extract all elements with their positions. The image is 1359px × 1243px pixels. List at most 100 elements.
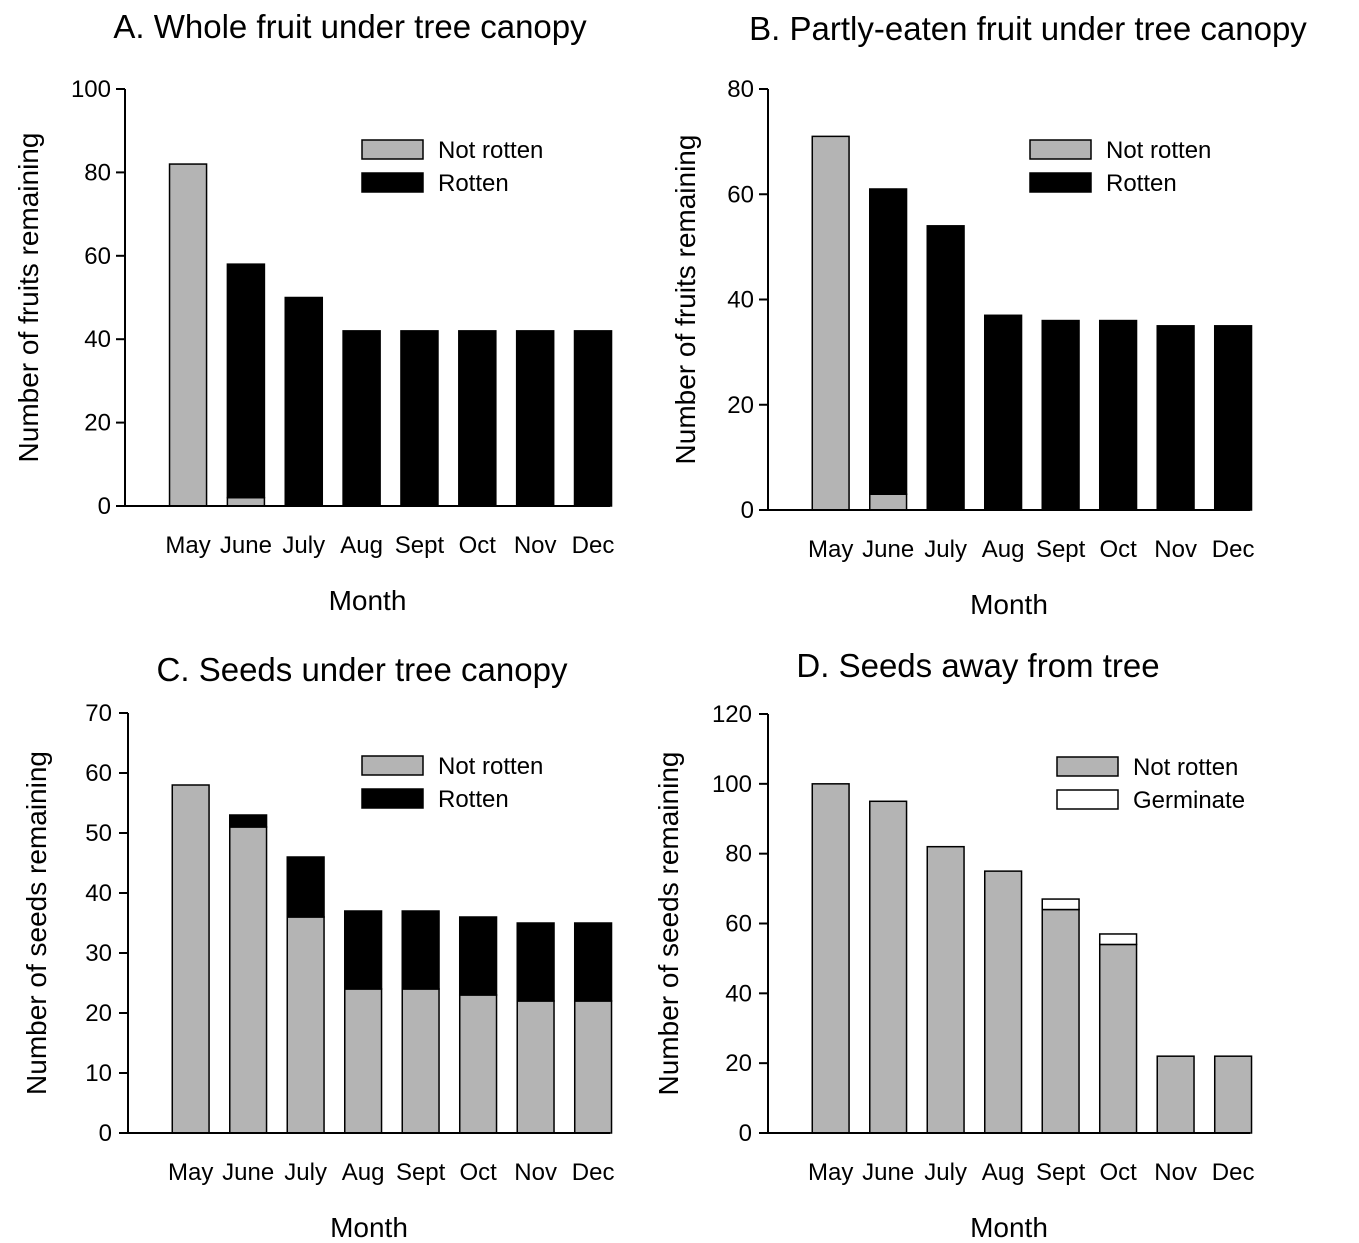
- panel-d-y-tick-label: 60: [725, 911, 752, 938]
- panel-c-bar-oct-not-rotten: [458, 994, 498, 1134]
- legend-label-not-rotten: Not rotten: [1106, 137, 1211, 164]
- panel-d-y-axis-label: Number of seeds remaining: [653, 752, 684, 1096]
- legend-swatch-not-rotten: [1029, 139, 1092, 160]
- panel-c-y-tick-label: 10: [85, 1060, 112, 1087]
- panel-a: A. Whole fruit under tree canopy Number o…: [13, 8, 614, 616]
- panel-d-x-tick-label: Dec: [1212, 1159, 1255, 1186]
- panel-a-y-tick-label: 0: [98, 493, 111, 520]
- panel-b-bar-sept-rotten: [1041, 319, 1080, 511]
- panel-b-bar-oct-rotten: [1098, 319, 1138, 511]
- panel-d-bar-june-not-rotten: [869, 800, 908, 1134]
- panel-a-x-tick-label: Aug: [340, 532, 383, 559]
- legend-label-not-rotten: Not rotten: [1133, 754, 1238, 781]
- panel-d-y-tick-label: 40: [725, 980, 752, 1007]
- panel-c-x-tick-label: May: [168, 1159, 213, 1186]
- panel-c: C. Seeds under tree canopy Number of seed…: [21, 651, 614, 1243]
- legend-label-not-rotten: Not rotten: [438, 753, 543, 780]
- panel-d-legend: Not rotten Germinate: [1056, 754, 1245, 814]
- panel-a-legend: Not rotten Rotten: [361, 137, 543, 197]
- panel-c-bar-june-rotten: [229, 814, 268, 828]
- panel-b-bar-june-not-rotten: [869, 493, 908, 511]
- panel-d-bar-oct-germinate: [1098, 933, 1138, 946]
- panel-b-title: B. Partly-eaten fruit under tree canopy: [749, 10, 1307, 47]
- panel-a-bar-june-rotten: [226, 263, 266, 499]
- panel-c-legend: Not rotten Rotten: [361, 753, 543, 813]
- panel-b-x-tick-label: Dec: [1212, 536, 1255, 563]
- legend-swatch-germinate: [1056, 789, 1119, 810]
- panel-c-y-tick-label: 30: [85, 940, 112, 967]
- panel-a-title: A. Whole fruit under tree canopy: [113, 8, 587, 45]
- panel-d-y-tick-label: 20: [725, 1050, 752, 1077]
- panel-b-x-tick-label: June: [862, 536, 914, 563]
- panel-b-x-tick-label: Sept: [1036, 536, 1086, 563]
- panel-c-y-tick-label: 60: [85, 760, 112, 787]
- panel-c-bar-july-not-rotten: [286, 916, 325, 1134]
- panel-b-x-tick-label: July: [924, 536, 967, 563]
- legend-label-rotten: Rotten: [438, 786, 509, 813]
- panel-d-bar-dec-not-rotten: [1213, 1055, 1253, 1134]
- panel-c-bar-may-not-rotten: [171, 784, 210, 1134]
- panel-b-bar-nov-rotten: [1156, 325, 1195, 511]
- panel-b-x-tick-label: Nov: [1154, 536, 1197, 563]
- panel-c-y-tick-label: 50: [85, 820, 112, 847]
- panel-c-y-tick-label: 0: [99, 1120, 112, 1147]
- panel-b-y-axis-label: Number of fruits remaining: [670, 135, 701, 465]
- panel-d-x-axis-label: Month: [970, 1212, 1048, 1243]
- panel-a-y-axis-label: Number of fruits remaining: [13, 133, 44, 463]
- panel-a-y-tick-label: 100: [71, 76, 111, 103]
- panel-c-x-tick-label: July: [284, 1159, 327, 1186]
- panel-c-bar-nov-rotten: [516, 922, 555, 1002]
- panel-c-y-axis-label: Number of seeds remaining: [21, 751, 52, 1095]
- legend-swatch-not-rotten: [1056, 756, 1119, 777]
- panel-d-x-tick-label: June: [862, 1159, 914, 1186]
- panel-a-y-tick-label: 20: [84, 410, 111, 437]
- panel-c-x-tick-label: Sept: [396, 1159, 446, 1186]
- panel-a-bar-nov-rotten: [515, 330, 555, 507]
- panel-c-bar-june-not-rotten: [229, 826, 268, 1134]
- panel-d-bar-sept-germinate: [1041, 898, 1080, 911]
- panel-c-bar-dec-not-rotten: [573, 1000, 613, 1134]
- panel-c-bar-july-rotten: [286, 856, 325, 918]
- panel-d-x-tick-label: Sept: [1036, 1159, 1086, 1186]
- panel-b-bar-aug-rotten: [983, 314, 1023, 511]
- panel-c-bar-aug-rotten: [343, 910, 383, 990]
- panel-d-bar-nov-not-rotten: [1156, 1055, 1195, 1134]
- panel-b-x-tick-label: Aug: [982, 536, 1025, 563]
- panel-c-y-tick-label: 40: [85, 880, 112, 907]
- panel-c-bar-sept-rotten: [401, 910, 440, 990]
- panel-a-bar-july-rotten: [284, 296, 324, 507]
- panel-b-y-tick-label: 60: [727, 181, 754, 208]
- panel-d-y-tick-label: 0: [739, 1120, 752, 1147]
- panel-a-x-axis-label: Month: [329, 585, 407, 616]
- panel-b-y-tick-label: 80: [727, 76, 754, 103]
- panel-d-y-tick-label: 100: [712, 771, 752, 798]
- panel-d-bar-july-not-rotten: [926, 845, 965, 1134]
- legend-label-germinate: Germinate: [1133, 787, 1245, 814]
- panel-c-title: C. Seeds under tree canopy: [157, 651, 568, 688]
- legend-swatch-rotten: [1029, 172, 1092, 193]
- panel-a-bar-may-not-rotten: [168, 163, 208, 507]
- panel-a-bar-sept-rotten: [400, 330, 439, 507]
- panel-b-y-tick-label: 20: [727, 392, 754, 419]
- legend-label-rotten: Rotten: [1106, 170, 1177, 197]
- panel-d-x-tick-label: Aug: [982, 1159, 1025, 1186]
- panel-c-x-tick-label: June: [222, 1159, 274, 1186]
- panel-c-bar-dec-rotten: [573, 922, 613, 1002]
- panel-a-bar-dec-rotten: [573, 330, 613, 507]
- panel-d-x-tick-label: Nov: [1154, 1159, 1197, 1186]
- panel-a-x-tick-label: Dec: [572, 532, 615, 559]
- panel-d: D. Seeds away from tree Number of seeds r…: [653, 647, 1254, 1243]
- panel-c-bar-sept-not-rotten: [401, 988, 440, 1134]
- panel-b-bar-july-rotten: [926, 225, 965, 511]
- panel-d-x-tick-label: July: [924, 1159, 967, 1186]
- panel-c-x-tick-label: Oct: [459, 1159, 497, 1186]
- panel-a-bar-aug-rotten: [342, 330, 381, 507]
- panel-b-x-axis-label: Month: [970, 589, 1048, 620]
- panel-d-x-tick-label: Oct: [1099, 1159, 1137, 1186]
- panel-b-y-tick-label: 40: [727, 287, 754, 314]
- panel-b-x-tick-label: Oct: [1099, 536, 1137, 563]
- panel-b-legend: Not rotten Rotten: [1029, 137, 1211, 197]
- panel-d-title: D. Seeds away from tree: [796, 647, 1159, 684]
- panel-b-x-tick-label: May: [808, 536, 853, 563]
